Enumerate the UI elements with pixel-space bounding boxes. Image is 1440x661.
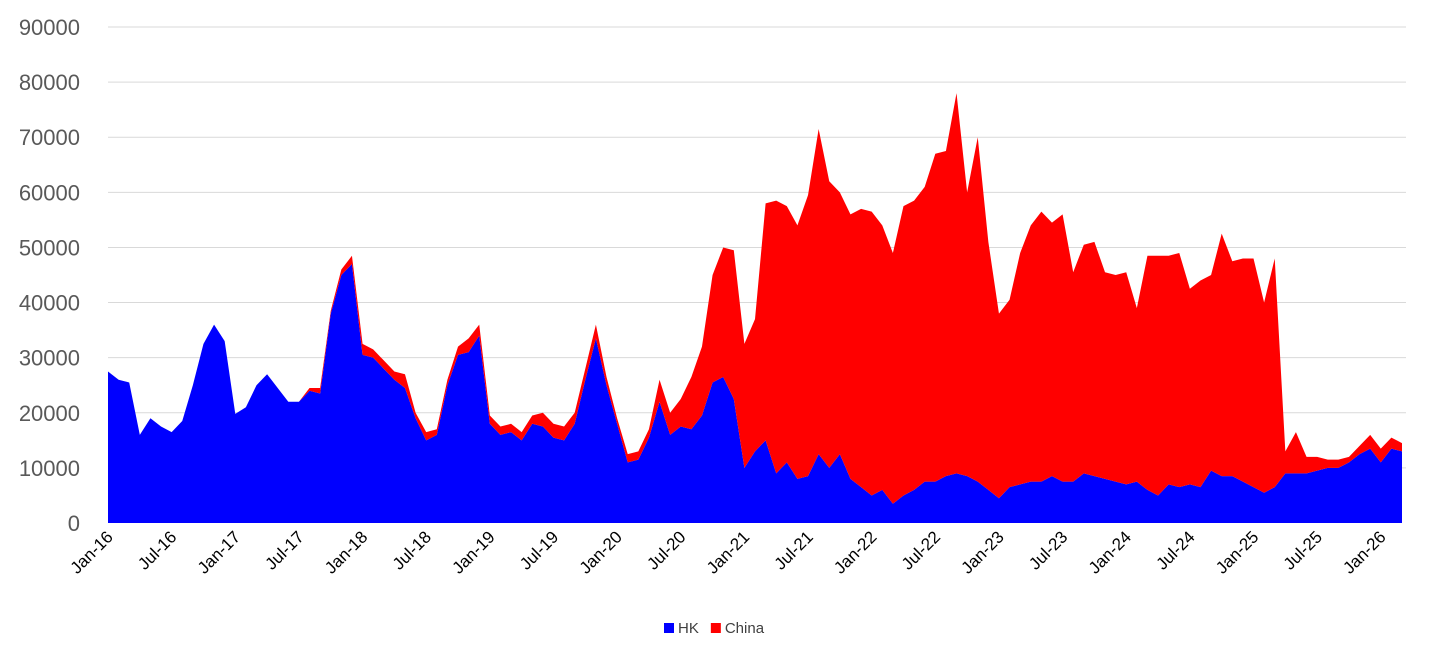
y-tick-label: 90000 xyxy=(19,15,80,40)
y-tick-label: 0 xyxy=(68,511,80,536)
y-tick-label: 30000 xyxy=(19,346,80,371)
x-tick-label: Jul-21 xyxy=(771,527,817,573)
legend-label-hk: HK xyxy=(678,620,699,637)
y-tick-label: 20000 xyxy=(19,401,80,426)
x-tick-label: Jan-19 xyxy=(448,527,498,577)
x-tick-label: Jan-26 xyxy=(1339,527,1389,577)
x-tick-label: Jan-17 xyxy=(194,527,244,577)
x-axis: Jan-16 Jul-16 Jan-17 Jul-17 Jan-18 Jul-18 Jan-… xyxy=(67,527,1390,577)
x-tick-label: Jan-21 xyxy=(703,527,753,577)
x-tick-label: Jul-19 xyxy=(516,527,562,573)
y-tick-label: 60000 xyxy=(19,180,80,205)
y-tick-label: 80000 xyxy=(19,70,80,95)
x-tick-label: Jan-25 xyxy=(1212,527,1262,577)
x-tick-label: Jul-18 xyxy=(389,527,435,573)
y-tick-label: 40000 xyxy=(19,291,80,316)
x-tick-label: Jan-22 xyxy=(830,527,880,577)
legend-swatch-hk xyxy=(664,623,674,633)
x-tick-label: Jul-23 xyxy=(1025,527,1071,573)
x-tick-label: Jul-20 xyxy=(643,527,689,573)
area-series-china xyxy=(108,93,1402,504)
y-tick-label: 10000 xyxy=(19,456,80,481)
x-tick-label: Jul-17 xyxy=(262,527,308,573)
x-tick-label: Jul-24 xyxy=(1153,527,1199,573)
y-tick-label: 50000 xyxy=(19,235,80,260)
y-tick-label: 70000 xyxy=(19,125,80,150)
x-tick-label: Jan-18 xyxy=(321,527,371,577)
x-tick-label: Jul-22 xyxy=(898,527,944,573)
legend-label-china: China xyxy=(725,620,765,637)
x-tick-label: Jan-23 xyxy=(958,527,1008,577)
plot-area xyxy=(108,93,1402,523)
legend-swatch-china xyxy=(710,623,721,633)
area-series-hk xyxy=(108,263,1402,523)
x-tick-label: Jul-16 xyxy=(134,527,180,573)
x-tick-label: Jul-25 xyxy=(1280,527,1326,573)
x-tick-label: Jan-20 xyxy=(576,527,626,577)
legend: HK China xyxy=(664,620,765,637)
y-axis: 0 10000 20000 30000 40000 50000 60000 70000 8000… xyxy=(19,15,80,536)
x-tick-label: Jan-24 xyxy=(1085,527,1135,577)
